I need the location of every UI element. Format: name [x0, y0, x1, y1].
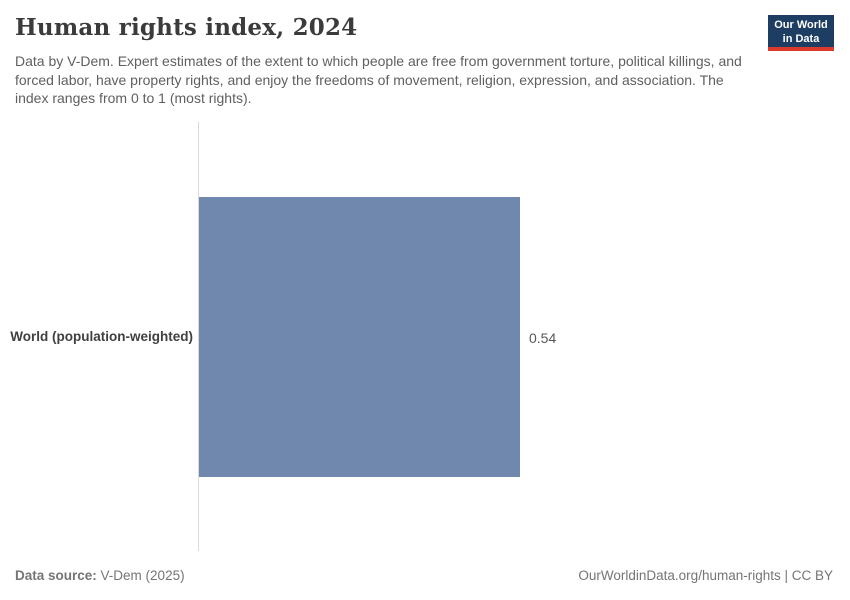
entity-label: World (population-weighted): [10, 329, 193, 344]
owid-url-link[interactable]: OurWorldinData.org/human-rights | CC BY: [578, 568, 833, 583]
bar-world: [199, 197, 520, 477]
owid-logo-line2: in Data: [782, 33, 820, 45]
owid-logo[interactable]: Our World in Data: [768, 15, 834, 51]
chart-title: Human rights index, 2024: [15, 14, 358, 41]
data-source-note: Data source: V-Dem (2025): [15, 568, 185, 583]
bar-value-label: 0.54: [529, 330, 557, 346]
data-source-label: Data source:: [15, 568, 97, 583]
chart-subtitle: Data by V-Dem. Expert estimates of the e…: [15, 53, 742, 106]
data-source-value: V-Dem (2025): [100, 568, 185, 583]
owid-logo-line1: Our World: [774, 19, 828, 31]
y-axis-line: [198, 122, 199, 551]
